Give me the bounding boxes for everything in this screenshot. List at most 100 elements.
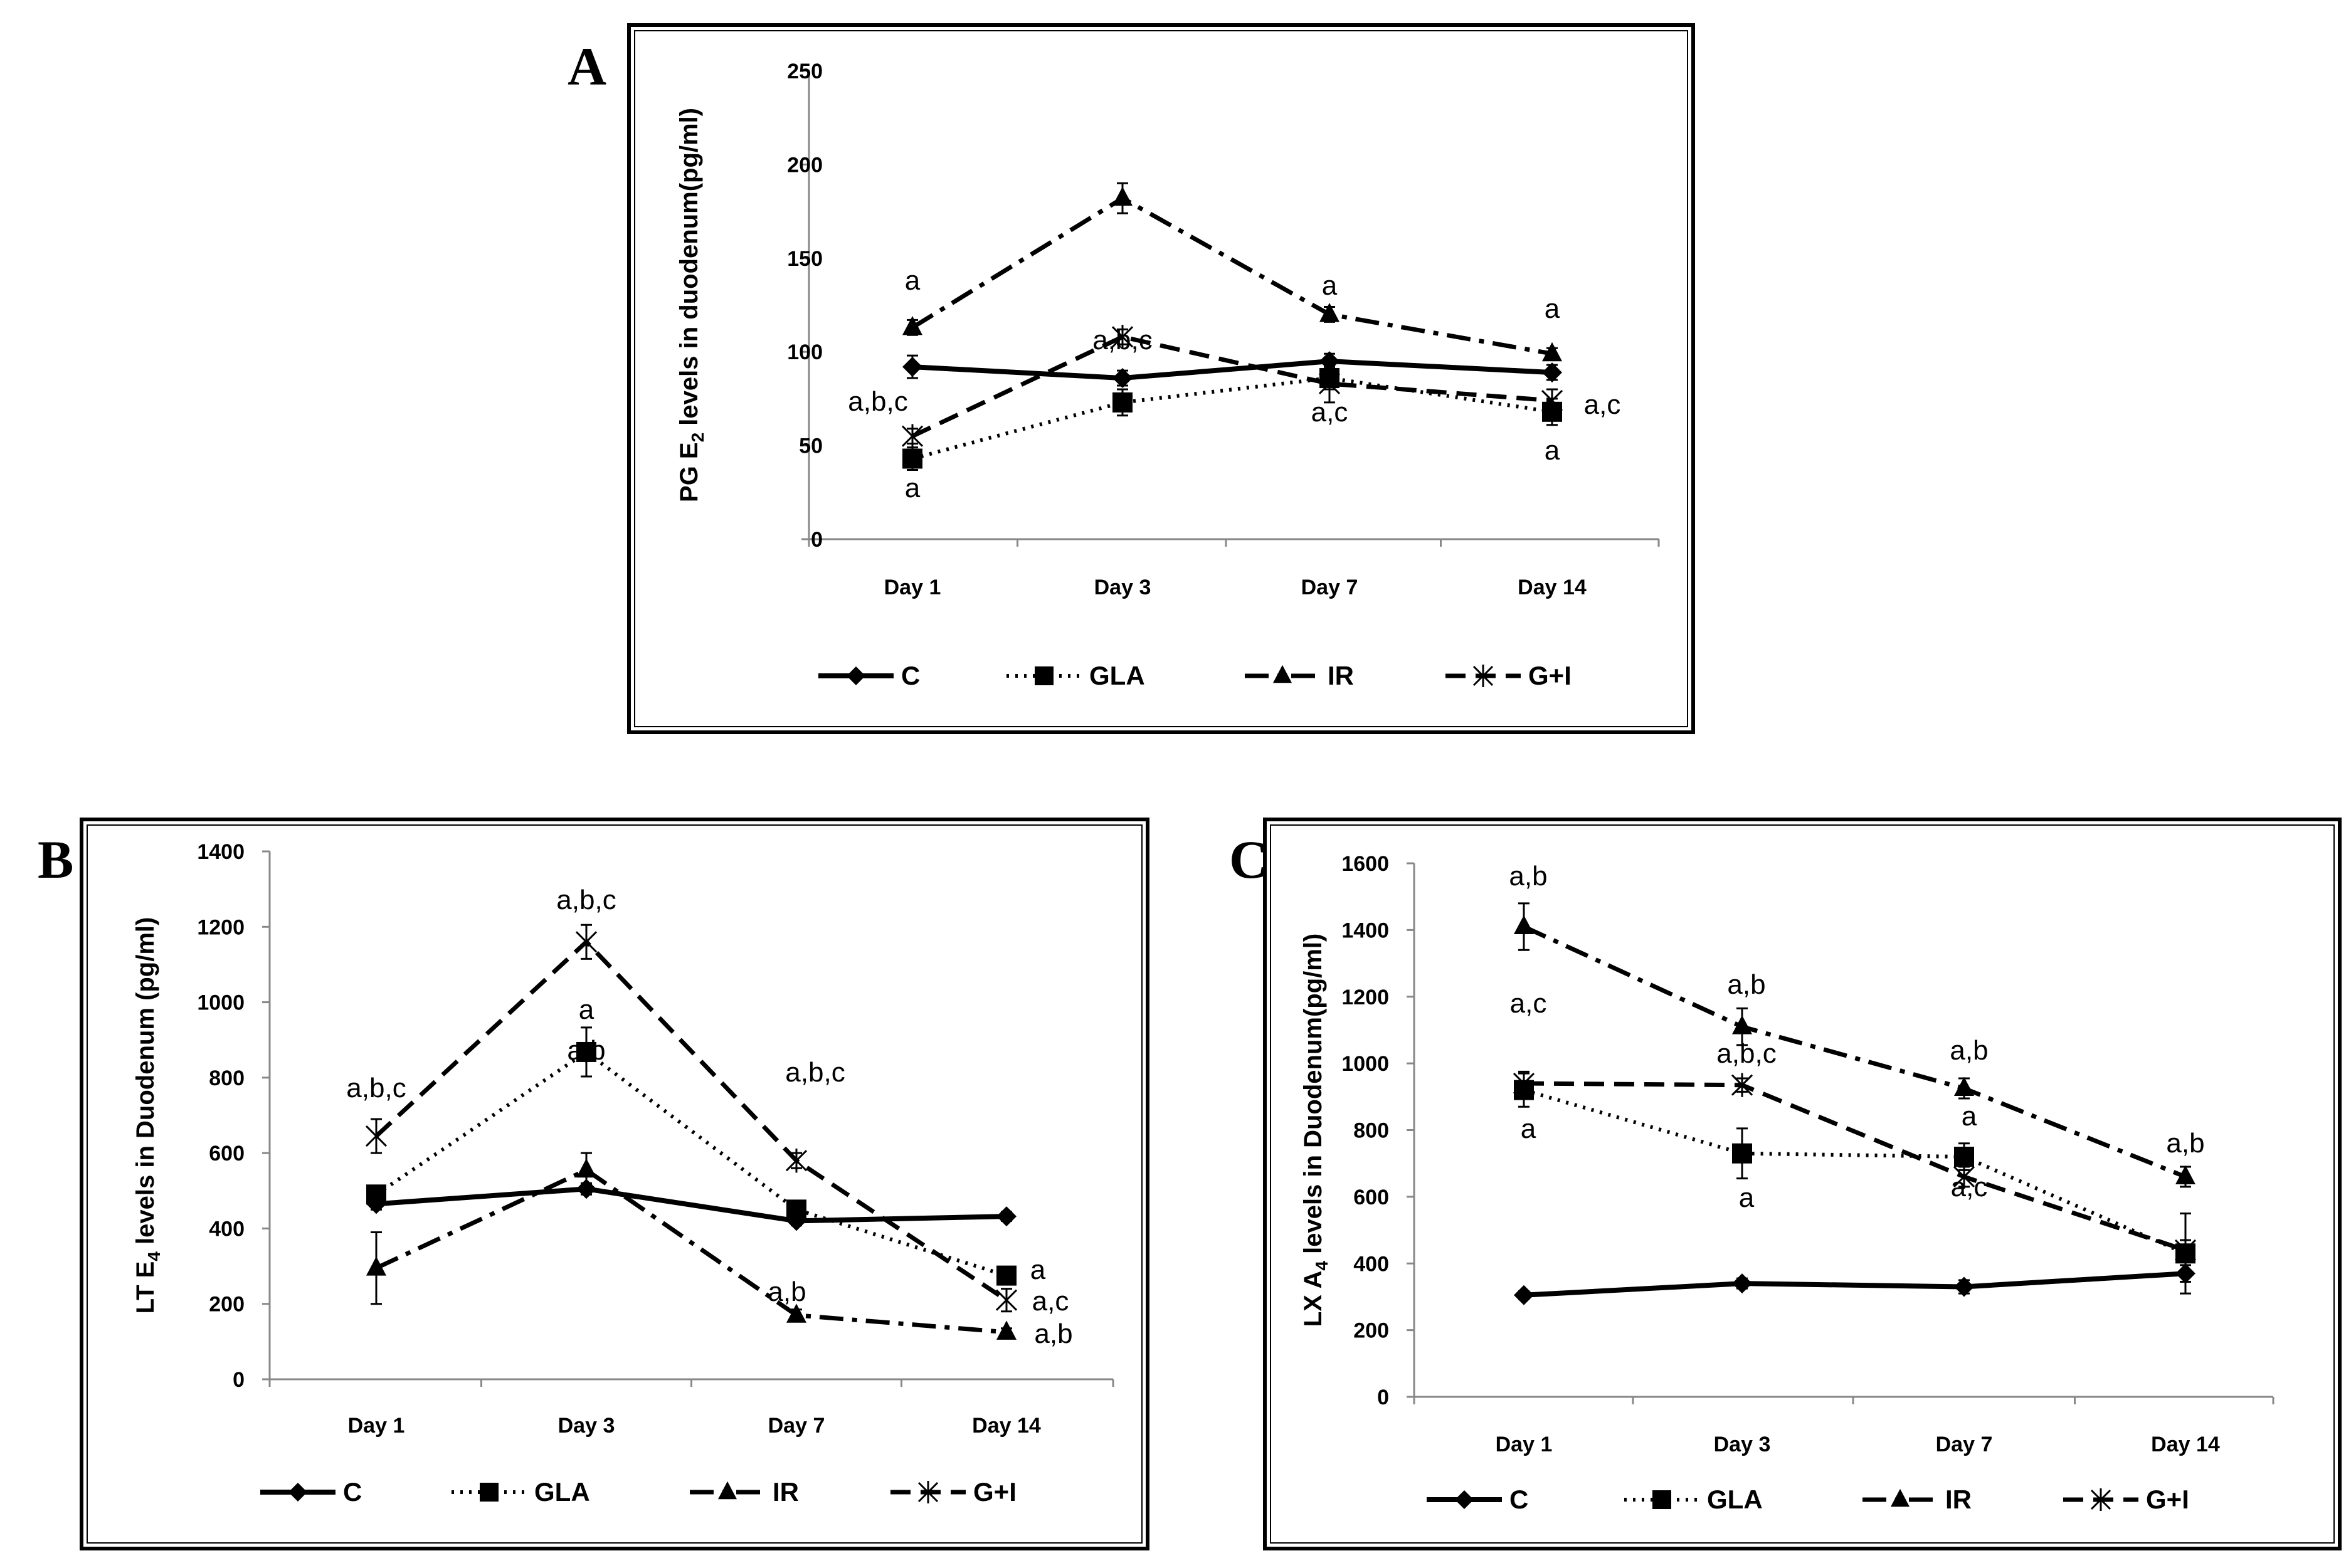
x-tick-label: Day 3 — [1714, 1433, 1771, 1456]
data-point-gla — [902, 448, 922, 469]
data-point-ir — [366, 1256, 386, 1276]
data-point-c — [1954, 1276, 1974, 1297]
data-point-g-i — [1731, 1073, 1753, 1097]
x-tick-label: Day 7 — [1301, 576, 1358, 599]
data-point-gla — [576, 1041, 596, 1062]
data-point-g-i — [575, 930, 598, 954]
panel-frame-inner — [87, 824, 1143, 1544]
y-tick-label: 1400 — [197, 840, 245, 864]
panel-letter: B — [38, 829, 73, 890]
legend-label: C — [343, 1477, 362, 1507]
y-tick-label: 200 — [1353, 1319, 1389, 1343]
data-point-c — [902, 357, 922, 377]
data-point-g-i — [2174, 1238, 2197, 1263]
series-line-c — [376, 1186, 1007, 1224]
data-point-ir — [1319, 303, 1339, 322]
y-tick-label: 100 — [787, 340, 823, 364]
significance-label: a — [1322, 270, 1338, 301]
y-tick-label: 800 — [1353, 1119, 1389, 1143]
legend-label: IR — [1328, 661, 1354, 690]
data-point-c — [1542, 362, 1562, 383]
y-tick-label: 1000 — [1341, 1052, 1389, 1076]
y-tick-label: 0 — [811, 528, 823, 552]
x-tick-label: Day 14 — [972, 1414, 1041, 1438]
data-point-ir — [1954, 1076, 1974, 1097]
significance-label: a,b — [1950, 1035, 1988, 1066]
data-point-c — [576, 1179, 596, 1199]
data-point-g-i — [995, 1288, 1018, 1312]
panel-frame — [80, 818, 1149, 1550]
chart-panel-c: C 0 200 400 600 800 1000 1200 1400 1600 Day 1 Day 3… — [1229, 818, 2342, 1550]
legend-label: G+I — [973, 1477, 1017, 1507]
significance-label: a — [1739, 1182, 1755, 1213]
data-point-c — [1112, 368, 1133, 389]
legend-marker — [1891, 1488, 1910, 1507]
y-tick-label: 1200 — [1341, 986, 1389, 1009]
legend-label: IR — [1945, 1485, 1972, 1514]
series-line-g-i — [1523, 1081, 2187, 1253]
legend-label: G+I — [2146, 1485, 2189, 1514]
legend-item-gla: GLA — [1624, 1485, 1763, 1514]
legend-label: IR — [773, 1477, 799, 1507]
legend-marker — [1652, 1490, 1671, 1509]
y-tick-label: 600 — [1353, 1186, 1389, 1209]
y-tick-label: 150 — [787, 247, 823, 271]
legend-marker — [1472, 665, 1494, 687]
series-line-ir — [375, 1167, 1007, 1335]
significance-label: a,b,c — [346, 1073, 406, 1103]
series-line-ir — [1523, 924, 2187, 1179]
series-line-g-i — [911, 334, 1553, 438]
x-tick-label: Day 7 — [768, 1414, 825, 1438]
data-point-g-i — [1111, 325, 1134, 349]
legend-item-gla: GLA — [452, 1477, 590, 1507]
legend-label: GLA — [1089, 661, 1145, 690]
data-point-ir — [1112, 186, 1133, 206]
legend-item-g-i: G+I — [1445, 661, 1572, 690]
panel-frame-inner — [1270, 824, 2335, 1544]
data-point-ir — [786, 1303, 806, 1323]
significance-label: a,c — [1584, 389, 1621, 420]
legend-item-c: C — [818, 661, 920, 690]
data-point-gla — [996, 1265, 1017, 1286]
data-point-ir — [1542, 342, 1562, 362]
data-point-ir — [1732, 1015, 1752, 1034]
panel-frame — [1263, 818, 2342, 1550]
data-point-ir — [902, 315, 922, 335]
y-tick-label: 50 — [799, 434, 823, 458]
x-tick-label: Day 14 — [2151, 1433, 2220, 1456]
panel-frame-inner — [634, 30, 1688, 727]
chart-panel-a: A 0 50 100 150 200 250 Day 1 Day 3 Day 7 Day 14 PG … — [568, 23, 1695, 734]
data-point-g-i — [1513, 1071, 1535, 1096]
significance-label: a — [579, 994, 594, 1025]
data-point-g-i — [365, 1123, 388, 1149]
significance-label: a — [1545, 293, 1560, 324]
legend-marker — [847, 666, 865, 685]
legend-marker — [288, 1483, 307, 1502]
legend-item-c: C — [1427, 1485, 1528, 1514]
y-tick-label: 200 — [209, 1293, 245, 1317]
significance-label: a,b — [567, 1035, 605, 1066]
legend-item-ir: IR — [1245, 661, 1354, 690]
data-point-gla — [1112, 392, 1133, 413]
significance-label: a,b — [2166, 1128, 2204, 1159]
significance-label: a,b — [1034, 1318, 1072, 1349]
significance-label: a,c — [1311, 397, 1348, 428]
data-point-g-i — [1541, 388, 1563, 413]
significance-label: a — [1030, 1255, 1046, 1285]
legend-marker — [917, 1481, 939, 1503]
significance-label: a,b,c — [785, 1057, 845, 1088]
legend-label: GLA — [534, 1477, 590, 1507]
y-axis-label: LT E4 levels in Duodenum (pg/ml) — [132, 917, 164, 1314]
y-tick-label: 200 — [787, 153, 823, 177]
data-point-g-i — [1953, 1164, 1975, 1189]
legend-item-ir: IR — [1862, 1485, 1972, 1514]
data-point-ir — [996, 1320, 1017, 1340]
legend-label: G+I — [1528, 661, 1572, 690]
significance-label: a,b,c — [1716, 1038, 1776, 1069]
legend-label: C — [901, 661, 920, 690]
legend-marker — [1455, 1490, 1474, 1509]
y-axis-label: LX A4 levels in Duodenum(pg/ml) — [1299, 934, 1331, 1327]
y-tick-label: 400 — [1353, 1252, 1389, 1276]
legend-item-gla: GLA — [1006, 661, 1145, 690]
